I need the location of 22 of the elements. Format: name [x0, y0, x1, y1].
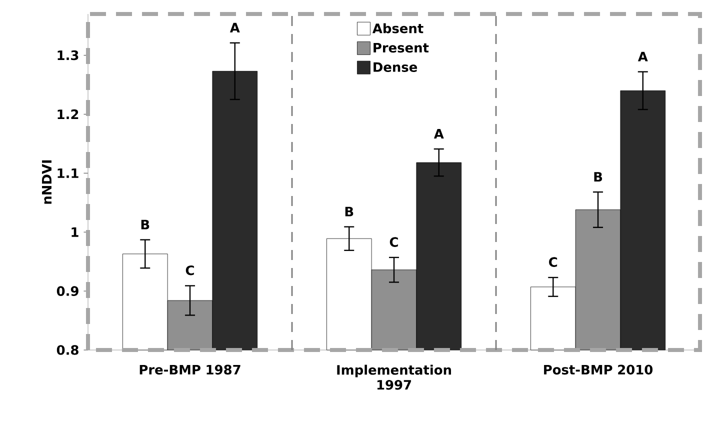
- y-axis-title: nNDVI: [42, 160, 52, 204]
- data-label: B: [141, 220, 150, 230]
- y-tick-label: 1.2: [58, 109, 78, 120]
- legend-label: Absent: [372, 23, 424, 34]
- data-label: B: [345, 206, 354, 216]
- legend-label: Present: [374, 43, 429, 53]
- y-tick-label: 1.3: [58, 50, 78, 60]
- x-tick-label: Implementation 1997: [337, 364, 451, 390]
- y-tick-label: 0.9: [56, 286, 78, 296]
- data-label: C: [186, 265, 194, 276]
- data-label: A: [434, 129, 444, 138]
- x-tick-label: Pre-BMP 1987: [140, 364, 240, 375]
- x-tick-label: Post-BMP 2010: [544, 364, 653, 375]
- y-tick-label: 0.8: [56, 345, 78, 355]
- data-label: B: [594, 172, 602, 182]
- data-label: A: [638, 52, 648, 62]
- y-tick-label: 1.1: [58, 168, 78, 178]
- data-label: C: [390, 237, 398, 247]
- y-tick-label: 1: [72, 227, 78, 237]
- data-label: C: [549, 257, 558, 267]
- legend-label: Dense: [374, 62, 418, 72]
- data-label: A: [230, 22, 240, 32]
